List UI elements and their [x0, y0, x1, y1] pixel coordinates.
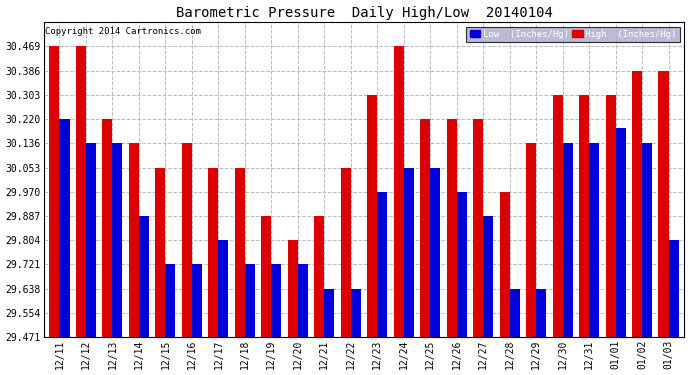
Text: Copyright 2014 Cartronics.com: Copyright 2014 Cartronics.com — [45, 27, 201, 36]
Bar — [526, 143, 536, 337]
Bar — [76, 46, 86, 337]
Bar — [377, 192, 387, 337]
Bar — [235, 168, 245, 337]
Bar — [510, 289, 520, 337]
Bar — [341, 168, 351, 337]
Bar — [642, 143, 652, 337]
Bar — [404, 168, 414, 337]
Bar — [579, 95, 589, 337]
Bar — [589, 143, 599, 337]
Bar — [606, 95, 615, 337]
Bar — [166, 264, 175, 337]
Bar — [218, 240, 228, 337]
Bar — [112, 143, 123, 337]
Bar — [139, 216, 149, 337]
Bar — [86, 143, 96, 337]
Bar — [102, 119, 112, 337]
Legend: Low  (Inches/Hg), High  (Inches/Hg): Low (Inches/Hg), High (Inches/Hg) — [466, 27, 680, 42]
Bar — [394, 46, 404, 337]
Bar — [288, 240, 298, 337]
Bar — [446, 119, 457, 337]
Bar — [208, 168, 218, 337]
Bar — [129, 143, 139, 337]
Bar — [615, 128, 626, 337]
Bar — [262, 216, 271, 337]
Bar — [59, 119, 70, 337]
Bar — [483, 216, 493, 337]
Bar — [669, 240, 679, 337]
Bar — [50, 46, 59, 337]
Bar — [431, 168, 440, 337]
Bar — [351, 289, 361, 337]
Bar — [553, 95, 562, 337]
Bar — [473, 119, 483, 337]
Bar — [367, 95, 377, 337]
Bar — [500, 192, 510, 337]
Bar — [632, 70, 642, 337]
Bar — [420, 119, 431, 337]
Bar — [658, 70, 669, 337]
Bar — [457, 192, 466, 337]
Bar — [155, 168, 166, 337]
Bar — [324, 289, 335, 337]
Bar — [536, 289, 546, 337]
Bar — [298, 264, 308, 337]
Title: Barometric Pressure  Daily High/Low  20140104: Barometric Pressure Daily High/Low 20140… — [175, 6, 553, 20]
Bar — [182, 143, 192, 337]
Bar — [562, 143, 573, 337]
Bar — [314, 216, 324, 337]
Bar — [192, 264, 202, 337]
Bar — [245, 264, 255, 337]
Bar — [271, 264, 282, 337]
